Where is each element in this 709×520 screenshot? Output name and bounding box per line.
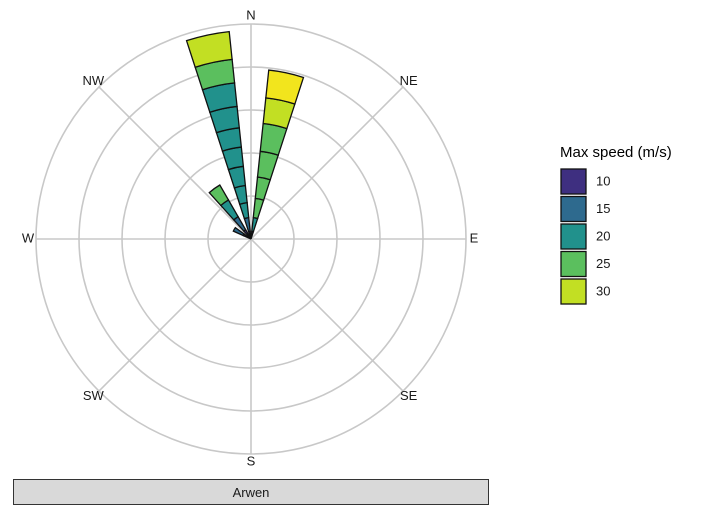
windrose-bar-segment bbox=[265, 69, 305, 105]
direction-label-n: N bbox=[246, 7, 255, 22]
windrose-bar-segment bbox=[256, 150, 280, 181]
direction-label-se: SE bbox=[400, 388, 418, 403]
grid-spoke bbox=[98, 238, 252, 392]
legend-label: 10 bbox=[596, 173, 610, 188]
windrose-bars bbox=[185, 30, 305, 240]
direction-label-sw: SW bbox=[83, 388, 105, 403]
windrose-bar-segment bbox=[232, 226, 245, 237]
legend-label: 25 bbox=[596, 256, 610, 271]
direction-label-w: W bbox=[22, 230, 35, 245]
legend-title: Max speed (m/s) bbox=[560, 144, 672, 161]
legend-label: 20 bbox=[596, 228, 610, 243]
direction-labels: N NE E SE S SW W NW bbox=[22, 7, 479, 468]
legend-label: 30 bbox=[596, 283, 610, 298]
windrose-bar-segment bbox=[227, 165, 247, 189]
windrose-bar-segment bbox=[208, 184, 230, 207]
windrose-bar-segment bbox=[254, 176, 272, 201]
legend-swatch bbox=[560, 195, 587, 223]
legend-swatch bbox=[560, 168, 587, 195]
direction-label-ne: NE bbox=[400, 73, 418, 88]
direction-label-s: S bbox=[247, 453, 256, 468]
polar-grid bbox=[35, 23, 467, 455]
legend-swatch bbox=[560, 278, 587, 305]
grid-spoke bbox=[250, 86, 404, 240]
grid-spoke bbox=[250, 238, 404, 392]
windrose-bar-segment bbox=[185, 30, 233, 69]
windrose-bar-segment bbox=[259, 122, 288, 156]
windrose-bar-segment bbox=[252, 197, 265, 220]
legend: Max speed (m/s) 10 15 20 25 30 bbox=[560, 144, 672, 305]
facet-strip: Arwen bbox=[13, 479, 489, 505]
legend-swatch bbox=[560, 223, 587, 250]
windrose-bar-segment bbox=[233, 184, 248, 206]
direction-label-nw: NW bbox=[82, 73, 104, 88]
windrose-bar-segment bbox=[251, 216, 259, 233]
legend-swatch bbox=[560, 250, 587, 278]
grid-spoke bbox=[98, 86, 252, 240]
facet-strip-label: Arwen bbox=[232, 484, 270, 500]
legend-label: 15 bbox=[596, 201, 610, 216]
windrose-bar-segment bbox=[238, 201, 250, 220]
direction-label-e: E bbox=[470, 230, 479, 245]
